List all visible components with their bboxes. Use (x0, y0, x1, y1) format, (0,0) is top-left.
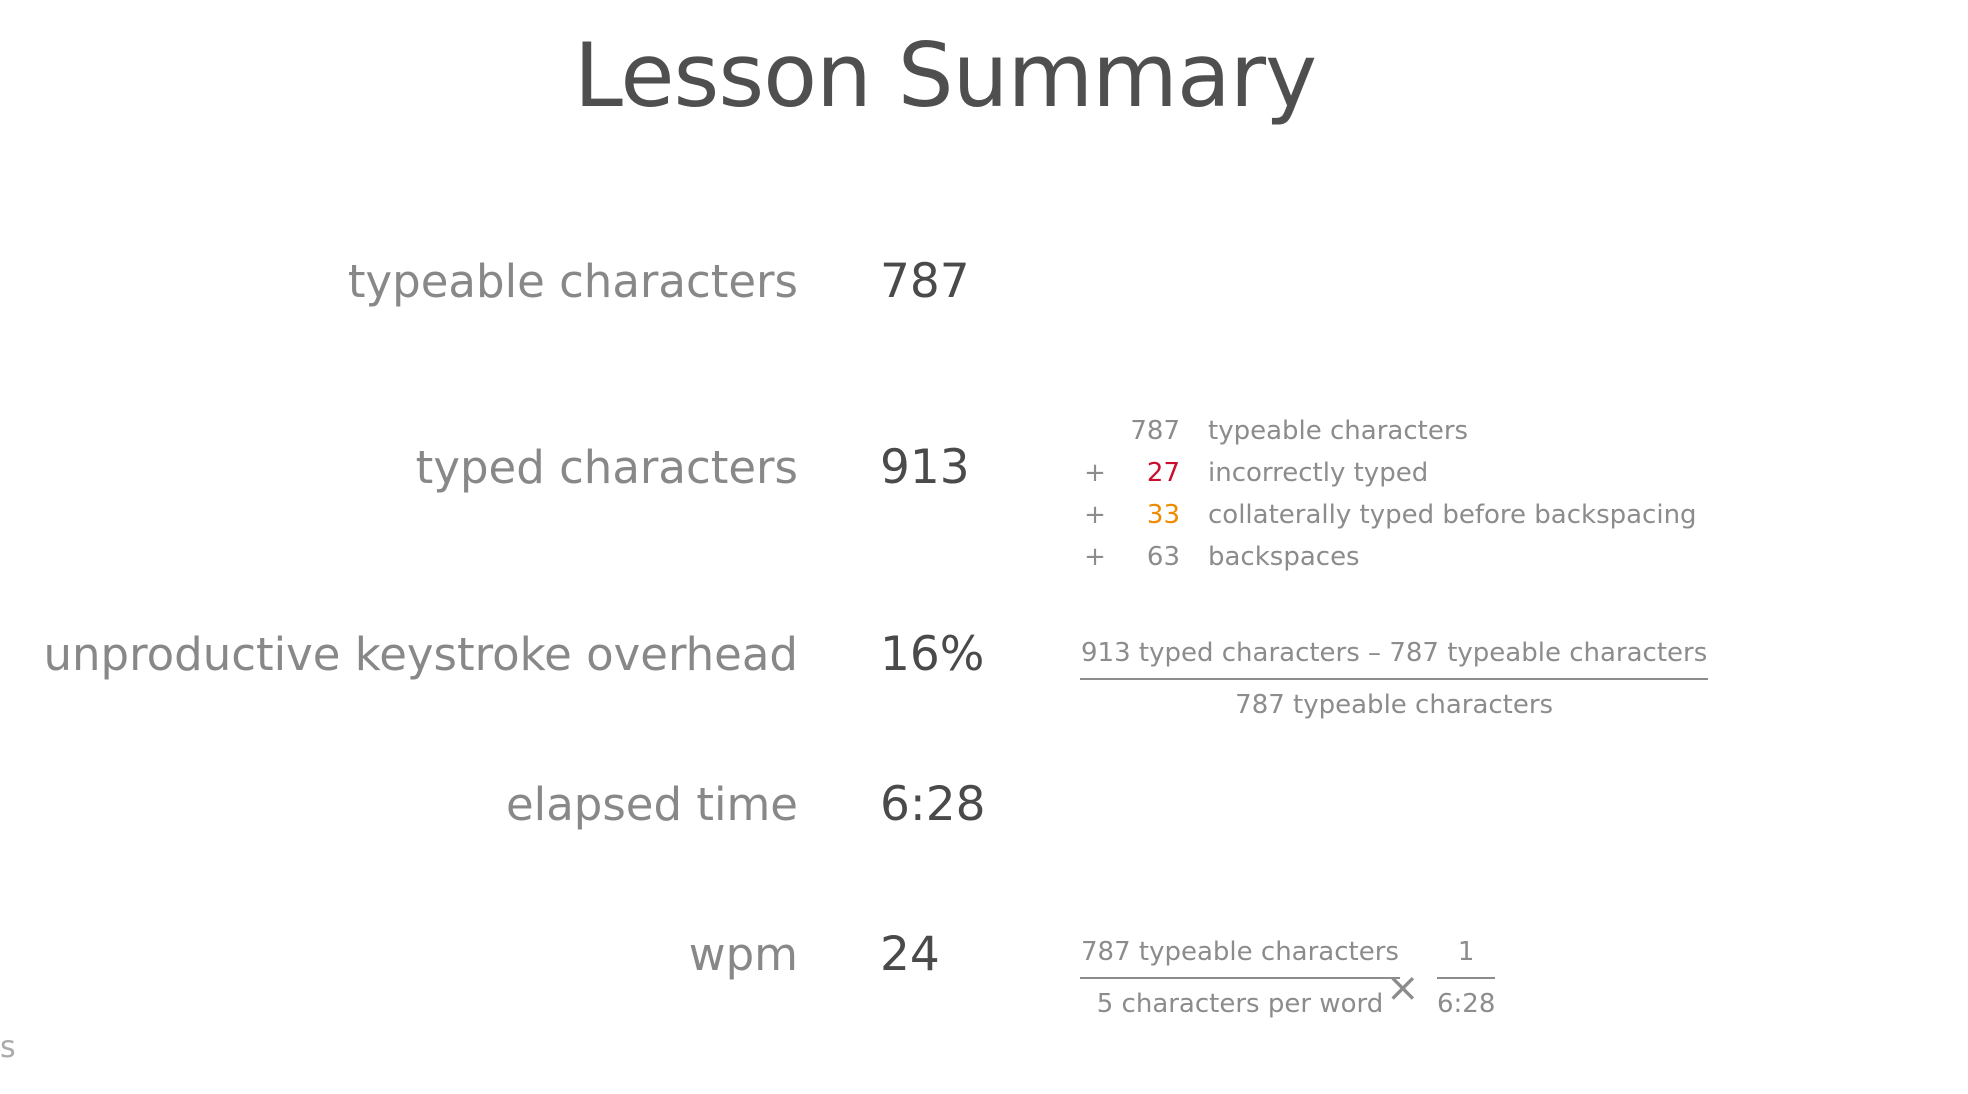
breakdown-operator: + (1084, 458, 1106, 488)
breakdown-operator: + (1084, 500, 1106, 530)
breakdown-row: 787 typeable characters (1075, 410, 1697, 452)
breakdown-text: typeable characters (1208, 416, 1469, 446)
typed-characters-value: 913 (880, 440, 970, 495)
wpm-formula-numerator: 1 (1437, 935, 1496, 979)
typeable-characters-value: 787 (880, 254, 970, 309)
wpm-formula-fraction-2: 1 6:28 (1437, 935, 1496, 1021)
wpm-formula-denominator: 6:28 (1437, 989, 1496, 1019)
wpm-formula-fraction-1: 787 typeable characters 5 characters per… (1080, 935, 1400, 1021)
breakdown-operator (1075, 410, 1115, 452)
overhead-formula-denominator: 787 typeable characters (1235, 690, 1554, 720)
breakdown-number: 27 (1146, 458, 1180, 488)
breakdown-text: backspaces (1208, 542, 1360, 572)
typed-characters-label: typed characters (415, 441, 798, 494)
typed-characters-breakdown: 787 typeable characters + 27 incorrectly… (1075, 410, 1697, 578)
breakdown-number: 63 (1146, 542, 1180, 572)
wpm-formula-denominator: 5 characters per word (1096, 989, 1384, 1019)
breakdown-row: + 27 incorrectly typed (1075, 452, 1697, 494)
breakdown-text: collaterally typed before backspacing (1208, 500, 1697, 530)
truncated-text: s (0, 1030, 16, 1065)
breakdown-row: + 33 collaterally typed before backspaci… (1075, 494, 1697, 536)
wpm-value: 24 (880, 927, 940, 982)
overhead-formula: 913 typed characters – 787 typeable char… (1080, 636, 1709, 722)
breakdown-row: + 63 backspaces (1075, 536, 1697, 578)
multiply-icon: × (1386, 965, 1420, 1011)
keystroke-overhead-value: 16% (880, 627, 985, 682)
keystroke-overhead-label: unproductive keystroke overhead (43, 628, 799, 681)
breakdown-number: 787 (1130, 416, 1180, 446)
elapsed-time-label: elapsed time (506, 778, 798, 831)
overhead-formula-numerator: 913 typed characters – 787 typeable char… (1080, 636, 1709, 680)
breakdown-text: incorrectly typed (1208, 458, 1429, 488)
page-title: Lesson Summary (573, 24, 1317, 127)
typeable-characters-label: typeable characters (347, 255, 798, 308)
breakdown-operator: + (1084, 542, 1106, 572)
elapsed-time-value: 6:28 (880, 777, 986, 832)
breakdown-number: 33 (1146, 500, 1180, 530)
wpm-label: wpm (688, 928, 798, 981)
wpm-formula-numerator: 787 typeable characters (1080, 935, 1400, 979)
